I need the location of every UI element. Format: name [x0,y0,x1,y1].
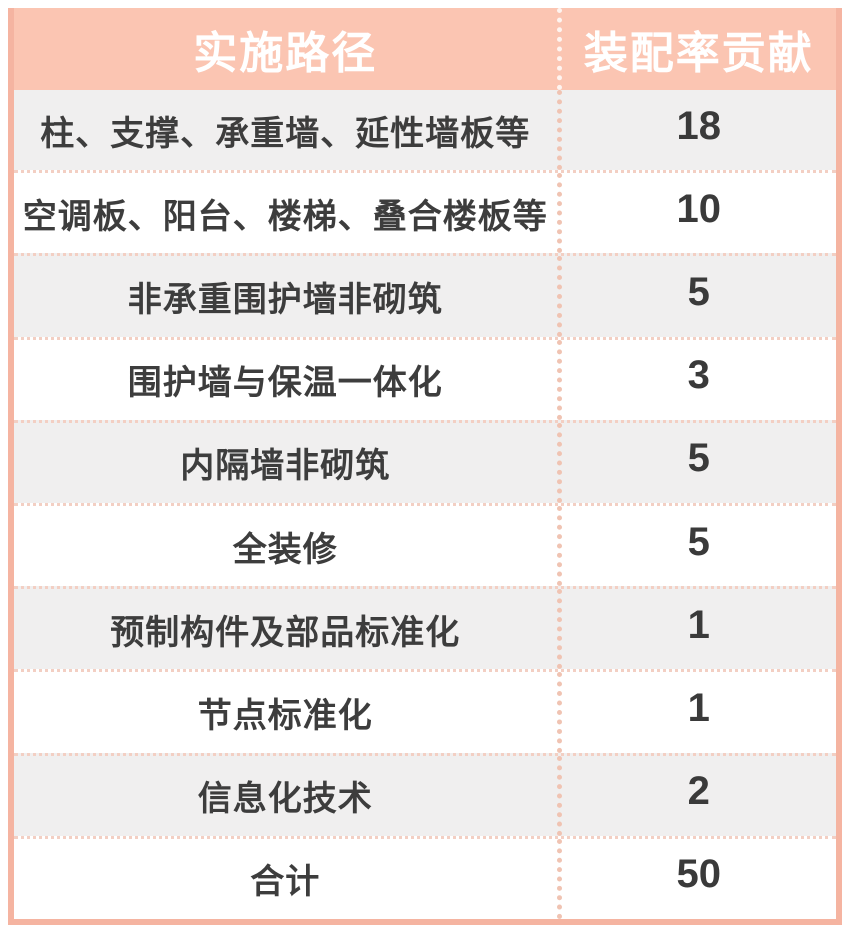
value-cell: 1 [556,589,836,670]
total-label: 合计 [250,863,321,902]
path-cell: 柱、支撑、承重墙、延性墙板等 [14,90,557,170]
value-label: 10 [676,186,722,231]
value-label: 1 [687,686,710,731]
path-cell: 全装修 [14,506,557,586]
path-label: 节点标准化 [197,697,373,736]
path-cell: 信息化技术 [14,756,557,836]
assembly-rate-contribution-table: 实施路径 装配率贡献 柱、支撑、承重墙、延性墙板等 18 空调板、阳台、楼梯、叠… [8,8,842,925]
path-label: 全装修 [232,530,338,569]
value-cell: 50 [556,838,836,920]
path-cell: 内隔墙非砌筑 [14,423,557,503]
value-cell: 2 [556,755,836,836]
table-row: 预制构件及部品标准化 1 [14,586,836,670]
table-row-total: 合计 50 [14,835,836,920]
table-row: 空调板、阳台、楼梯、叠合楼板等 10 [14,170,836,254]
path-cell: 非承重围护墙非砌筑 [14,256,557,336]
path-label: 内隔墙非砌筑 [180,447,391,486]
path-label: 非承重围护墙非砌筑 [127,281,443,319]
table-row: 柱、支撑、承重墙、延性墙板等 18 [14,90,836,171]
table-row: 非承重围护墙非砌筑 5 [14,253,836,337]
value-cell: 3 [556,339,836,420]
value-label: 5 [687,270,710,314]
value-label: 2 [687,769,710,814]
path-cell: 合计 [14,839,557,919]
path-label: 空调板、阳台、楼梯、叠合楼板等 [22,197,548,236]
path-cell: 预制构件及部品标准化 [14,589,557,669]
value-cell: 10 [556,173,836,254]
total-value: 50 [676,852,722,897]
path-cell: 空调板、阳台、楼梯、叠合楼板等 [14,173,557,253]
value-label: 5 [687,519,710,564]
path-cell: 节点标准化 [14,672,557,752]
value-cell: 1 [556,672,836,753]
value-label: 1 [687,602,710,647]
table-header-row: 实施路径 装配率贡献 [14,8,836,90]
table-row: 内隔墙非砌筑 5 [14,419,836,504]
header-cell-contribution: 装配率贡献 [556,8,836,90]
path-label: 柱、支撑、承重墙、延性墙板等 [40,114,531,153]
table-row: 节点标准化 1 [14,669,836,753]
value-cell: 18 [556,90,836,171]
table-row: 围护墙与保温一体化 3 [14,336,836,420]
path-label: 信息化技术 [197,780,373,819]
value-cell: 5 [556,506,836,587]
path-cell: 围护墙与保温一体化 [14,340,557,420]
value-label: 3 [687,353,710,398]
header-cell-path: 实施路径 [193,29,378,78]
value-label: 5 [687,436,710,481]
table-row: 全装修 5 [14,503,836,587]
value-label: 18 [676,103,722,148]
value-cell: 5 [556,422,836,504]
value-cell: 5 [556,256,836,337]
table-row: 信息化技术 2 [14,752,836,836]
path-label: 预制构件及部品标准化 [110,613,461,652]
path-label: 围护墙与保温一体化 [127,364,443,403]
